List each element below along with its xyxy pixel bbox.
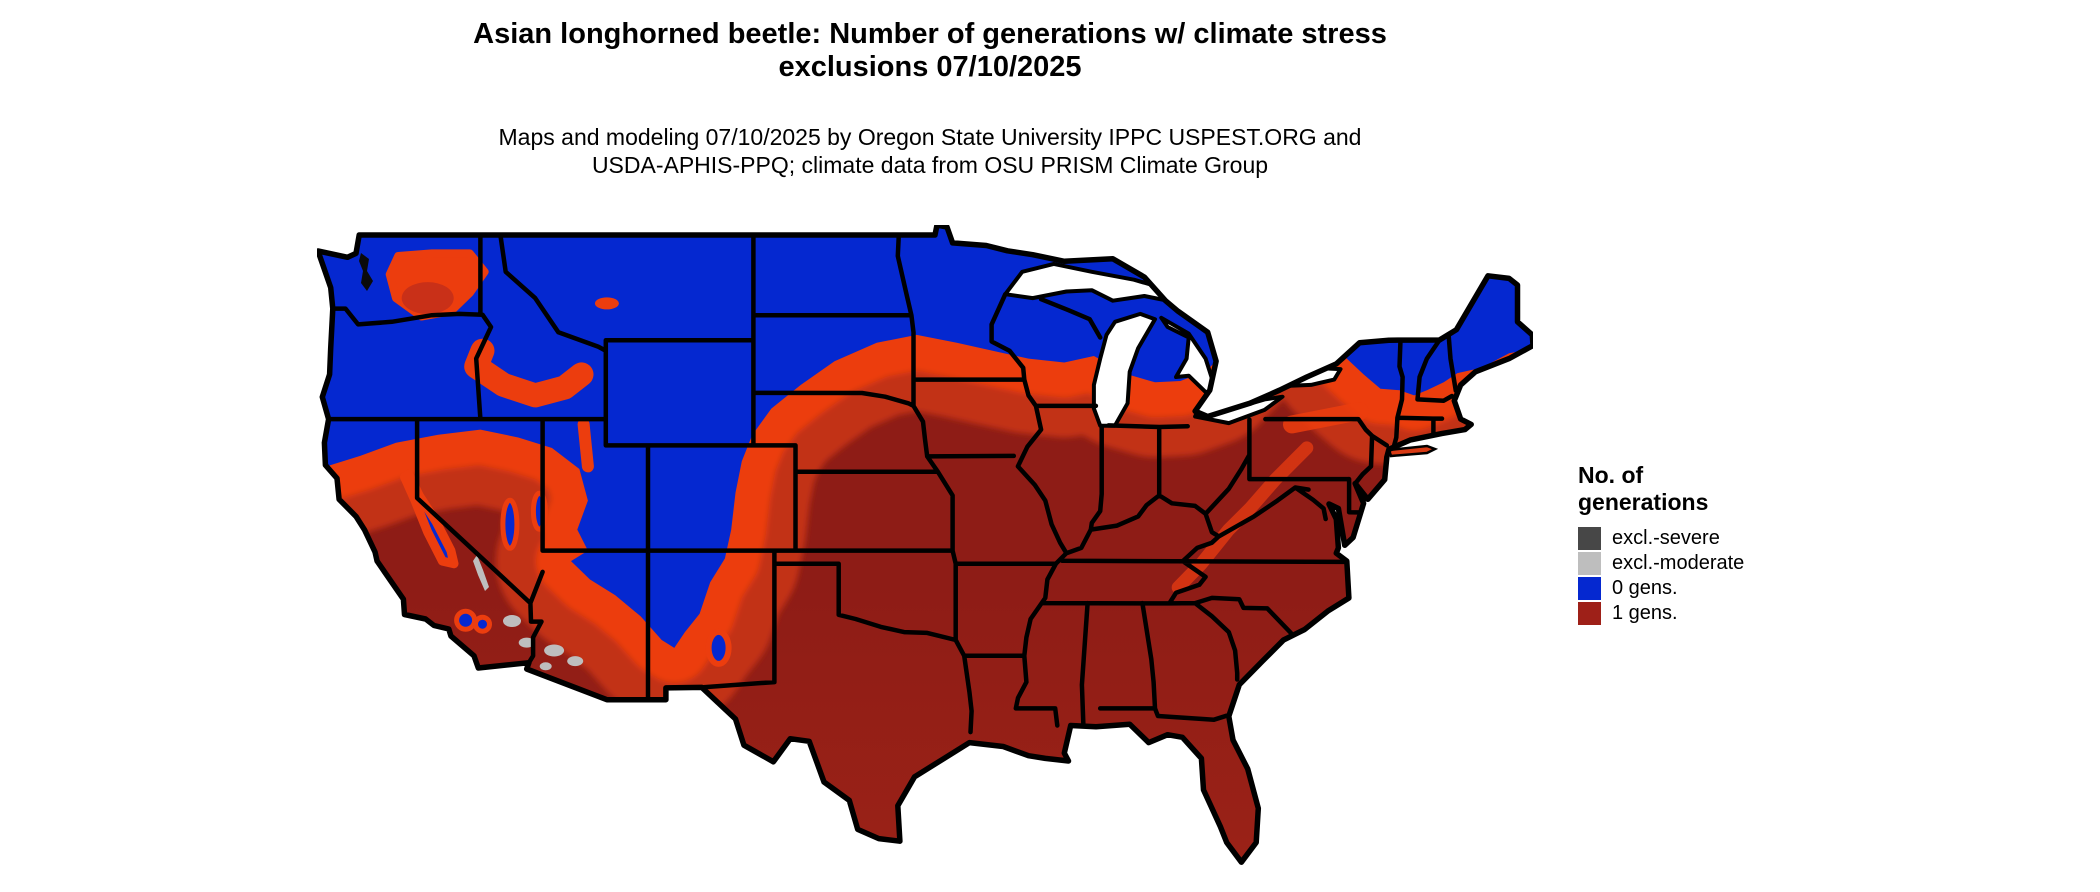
lake-michigan	[1091, 311, 1157, 428]
long-island	[1387, 444, 1439, 458]
legend-label-1-gens: 1 gens.	[1612, 602, 1678, 624]
great-basin-range-patch-1	[500, 497, 520, 551]
map-subtitle-line1: Maps and modeling 07/10/2025 by Oregon S…	[498, 124, 1362, 150]
us-outline	[315, 222, 1536, 865]
great-lakes	[1003, 261, 1343, 428]
puget-sound	[359, 253, 373, 291]
map-title: Asian longhorned beetle: Number of gener…	[330, 18, 1530, 84]
legend-title: No. of generations	[1578, 462, 1908, 516]
legend-swatch-0-gens	[1578, 576, 1601, 600]
us-map-svg	[315, 222, 1536, 865]
legend: No. of generations excl.-severe excl.-mo…	[1578, 462, 1908, 625]
legend-swatch-1-gens	[1578, 601, 1601, 625]
map-subtitle: Maps and modeling 07/10/2025 by Oregon S…	[330, 123, 1530, 179]
san-bernardino-patch	[473, 614, 492, 634]
state-borders	[323, 232, 1459, 735]
map-title-line2: exclusions 07/10/2025	[778, 51, 1082, 83]
columbia-basin-core	[401, 282, 454, 315]
appalachian-transition-streak	[1171, 441, 1314, 594]
san-gabriel-patch	[454, 608, 478, 632]
us-generations-map	[315, 222, 1536, 865]
legend-item-excl-severe: excl.-severe	[1578, 526, 1908, 550]
map-subtitle-line2: USDA-APHIS-PPQ; climate data from OSU PR…	[591, 152, 1269, 178]
legend-item-0-gens: 0 gens.	[1578, 576, 1908, 600]
legend-item-excl-moderate: excl.-moderate	[1578, 551, 1908, 575]
legend-swatch-excl-moderate	[1578, 551, 1601, 575]
legend-title-line2: generations	[1578, 489, 1709, 515]
legend-items: excl.-severe excl.-moderate 0 gens. 1 ge…	[1578, 526, 1908, 625]
wasatch-front-patch	[577, 418, 594, 473]
death-valley-gray-patch	[473, 555, 489, 591]
lake-huron	[1159, 315, 1216, 397]
montana-valley-patch	[594, 297, 619, 310]
exclusion-moderate-patches	[473, 555, 584, 671]
legend-label-excl-severe: excl.-severe	[1612, 527, 1720, 549]
legend-item-1-gens: 1 gens.	[1578, 601, 1908, 625]
legend-label-0-gens: 0 gens.	[1612, 577, 1678, 599]
legend-label-excl-moderate: excl.-moderate	[1612, 552, 1745, 574]
legend-title-line1: No. of	[1578, 462, 1644, 488]
sacramento-mountains-patch	[705, 628, 732, 667]
legend-swatch-excl-severe	[1578, 526, 1601, 550]
map-title-line1: Asian longhorned beetle: Number of gener…	[473, 18, 1387, 50]
